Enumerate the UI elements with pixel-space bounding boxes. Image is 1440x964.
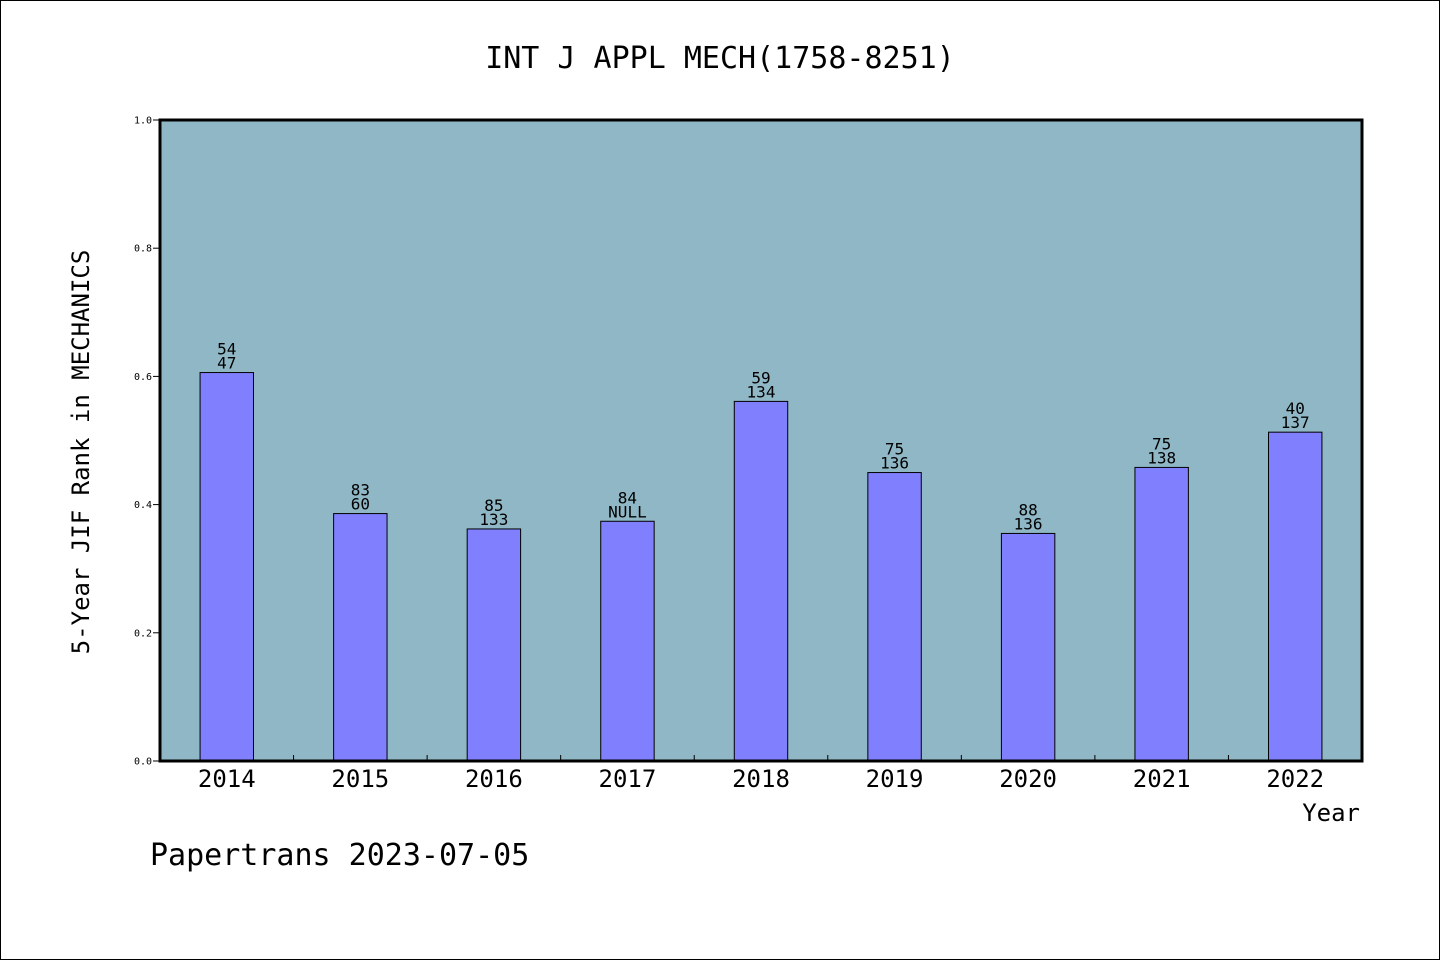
x-tick-label: 2020 <box>999 765 1057 793</box>
y-tick-label: 0.2 <box>134 628 152 639</box>
bar-2020 <box>1000 532 1056 762</box>
bar-2018 <box>733 400 789 762</box>
x-tick-label: 2021 <box>1133 765 1191 793</box>
bar-label-top: 59 <box>751 368 770 387</box>
bar-2014 <box>199 372 254 762</box>
bar-label-bottom: 60 <box>351 495 370 514</box>
x-tick-label: 2018 <box>732 765 790 793</box>
y-axis: 0.0 0.2 0.4 0.6 0.8 1.0 <box>134 116 160 768</box>
footer-credit: Papertrans 2023-07-05 <box>150 838 529 873</box>
bar-label-top: 75 <box>1152 434 1171 453</box>
bar-label-bottom: NULL <box>608 502 647 521</box>
bar-label-bottom: 136 <box>880 454 909 473</box>
bar-label-top: 84 <box>618 488 637 507</box>
bar-label-top: 85 <box>484 496 503 515</box>
bar-label-bottom: 134 <box>747 382 776 401</box>
bar-label-bottom: 137 <box>1281 413 1310 432</box>
y-tick-label: 0.6 <box>134 372 152 383</box>
y-tick-label: 0.4 <box>134 500 152 511</box>
y-tick-label: 0.0 <box>134 757 152 768</box>
bar-label-bottom: 138 <box>1147 448 1176 467</box>
x-tick-label: 2016 <box>465 765 523 793</box>
x-tick-label: 2015 <box>331 765 389 793</box>
bar-label-top: 75 <box>885 440 904 459</box>
bar-label-top: 88 <box>1018 500 1037 519</box>
x-tick-label: 2022 <box>1266 765 1324 793</box>
y-axis-title: 5-Year JIF Rank in MECHANICS <box>67 250 95 655</box>
chart-title: INT J APPL MECH(1758-8251) <box>485 41 955 76</box>
bar-2017 <box>600 520 655 762</box>
plot-frame <box>158 118 1364 763</box>
bar-2015 <box>333 513 388 762</box>
bar-2019 <box>867 472 922 762</box>
y-tick-label: 0.8 <box>134 244 152 255</box>
bar-label-top: 83 <box>351 481 370 500</box>
bar-label-bottom: 47 <box>217 354 236 373</box>
x-axis: 2014 2015 2016 2017 2018 2019 2020 2021 2022 <box>198 755 1324 793</box>
x-axis-title: Year <box>1302 799 1360 827</box>
bar-2021 <box>1134 466 1189 762</box>
bar-label-bottom: 133 <box>479 510 508 529</box>
bar-label-top: 40 <box>1286 399 1305 418</box>
bar-label-bottom: 136 <box>1014 514 1043 533</box>
bar-label-top: 54 <box>217 340 236 359</box>
y-tick-label: 1.0 <box>134 116 152 127</box>
bar-2022 <box>1268 431 1323 762</box>
x-tick-label: 2017 <box>599 765 657 793</box>
x-tick-label: 2019 <box>866 765 924 793</box>
bar-2016 <box>466 528 522 762</box>
x-tick-label: 2014 <box>198 765 256 793</box>
